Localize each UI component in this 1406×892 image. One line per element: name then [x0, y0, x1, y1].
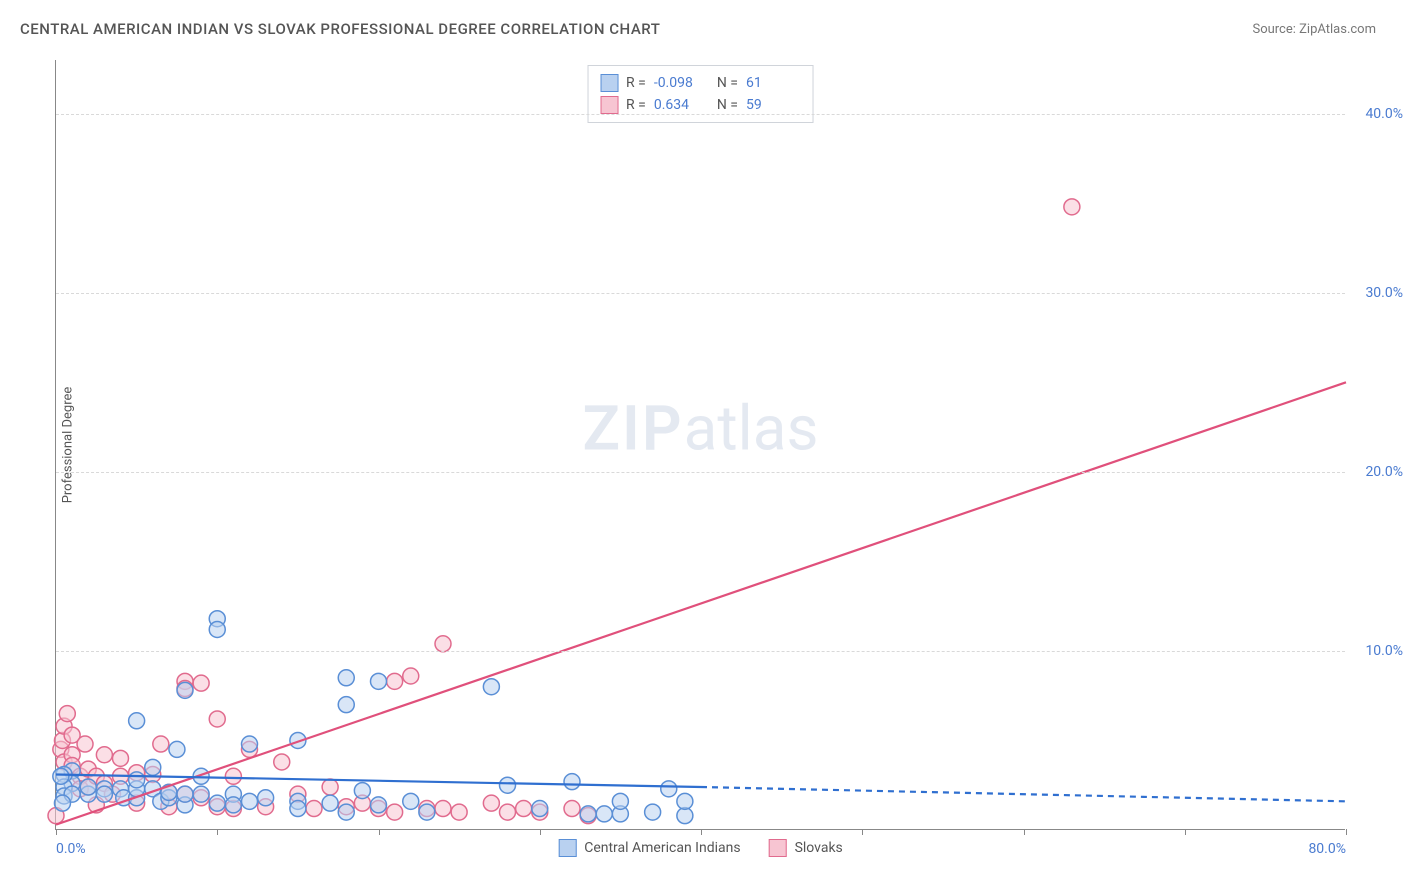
- data-point: [596, 806, 612, 822]
- x-tick: [1024, 829, 1025, 835]
- data-point: [258, 790, 274, 806]
- data-point: [403, 668, 419, 684]
- x-tick: [1185, 829, 1186, 835]
- data-point: [153, 736, 169, 752]
- data-point: [274, 754, 290, 770]
- data-point: [80, 779, 96, 795]
- data-point: [435, 801, 451, 817]
- data-point: [387, 804, 403, 820]
- gridline: [56, 651, 1345, 652]
- data-point: [403, 793, 419, 809]
- data-point: [483, 795, 499, 811]
- data-point: [435, 636, 451, 652]
- data-point: [53, 768, 69, 784]
- gridline: [56, 114, 1345, 115]
- gridline: [56, 472, 1345, 473]
- legend-row: R = 0.634N =59: [600, 94, 801, 116]
- data-point: [225, 797, 241, 813]
- data-point: [419, 804, 435, 820]
- data-point: [371, 797, 387, 813]
- x-tick: [701, 829, 702, 835]
- data-point: [177, 786, 193, 802]
- data-point: [483, 679, 499, 695]
- x-tick: [1346, 829, 1347, 835]
- legend-item: Central American Indians: [558, 839, 740, 857]
- gridline: [56, 293, 1345, 294]
- data-point: [54, 795, 70, 811]
- data-point: [169, 741, 185, 757]
- y-tick-label: 20.0%: [1365, 464, 1403, 480]
- data-point: [516, 801, 532, 817]
- y-tick-label: 10.0%: [1365, 643, 1403, 659]
- data-point: [322, 795, 338, 811]
- legend-swatch: [600, 96, 618, 114]
- data-point: [338, 697, 354, 713]
- data-point: [177, 682, 193, 698]
- data-point: [242, 736, 258, 752]
- data-point: [645, 804, 661, 820]
- trend-line: [701, 787, 1346, 801]
- data-point: [451, 804, 467, 820]
- data-point: [500, 804, 516, 820]
- data-point: [387, 673, 403, 689]
- data-point: [322, 779, 338, 795]
- y-tick-label: 30.0%: [1365, 285, 1403, 301]
- data-point: [209, 795, 225, 811]
- data-point: [500, 777, 516, 793]
- data-point: [96, 747, 112, 763]
- legend-swatch: [600, 74, 618, 92]
- x-tick-label: 0.0%: [56, 841, 86, 857]
- x-tick: [540, 829, 541, 835]
- x-tick: [379, 829, 380, 835]
- plot-area: Professional Degree ZIPatlas R =-0.098N …: [55, 60, 1345, 830]
- legend-swatch: [769, 839, 787, 857]
- data-point: [209, 621, 225, 637]
- legend-label: Central American Indians: [584, 840, 740, 856]
- data-point: [338, 804, 354, 820]
- data-point: [113, 750, 129, 766]
- data-point: [59, 706, 75, 722]
- data-point: [661, 781, 677, 797]
- x-tick: [56, 829, 57, 835]
- y-tick-label: 40.0%: [1365, 106, 1403, 122]
- data-point: [129, 713, 145, 729]
- data-point: [1064, 199, 1080, 215]
- data-point: [306, 801, 322, 817]
- source-label: Source: ZipAtlas.com: [1252, 22, 1376, 37]
- data-point: [564, 774, 580, 790]
- chart-title: CENTRAL AMERICAN INDIAN VS SLOVAK PROFES…: [20, 20, 660, 38]
- data-point: [193, 786, 209, 802]
- legend-row: R =-0.098N =61: [600, 72, 801, 94]
- series-legend: Central American Indians Slovaks: [558, 839, 843, 857]
- data-point: [209, 711, 225, 727]
- data-point: [193, 675, 209, 691]
- data-point: [145, 759, 161, 775]
- trend-line: [56, 382, 1346, 824]
- legend-swatch: [558, 839, 576, 857]
- x-tick: [862, 829, 863, 835]
- legend-label: Slovaks: [795, 840, 843, 856]
- data-point: [290, 801, 306, 817]
- data-point: [532, 801, 548, 817]
- x-tick: [217, 829, 218, 835]
- data-point: [225, 768, 241, 784]
- data-point: [677, 793, 693, 809]
- legend-item: Slovaks: [769, 839, 843, 857]
- data-point: [242, 793, 258, 809]
- data-point: [338, 670, 354, 686]
- data-point: [612, 793, 628, 809]
- data-point: [129, 772, 145, 788]
- data-point: [564, 801, 580, 817]
- data-point: [580, 806, 596, 822]
- data-point: [77, 736, 93, 752]
- x-tick-label: 80.0%: [1308, 841, 1346, 857]
- chart-svg: [56, 60, 1345, 829]
- data-point: [354, 783, 370, 799]
- data-point: [96, 786, 112, 802]
- data-point: [371, 673, 387, 689]
